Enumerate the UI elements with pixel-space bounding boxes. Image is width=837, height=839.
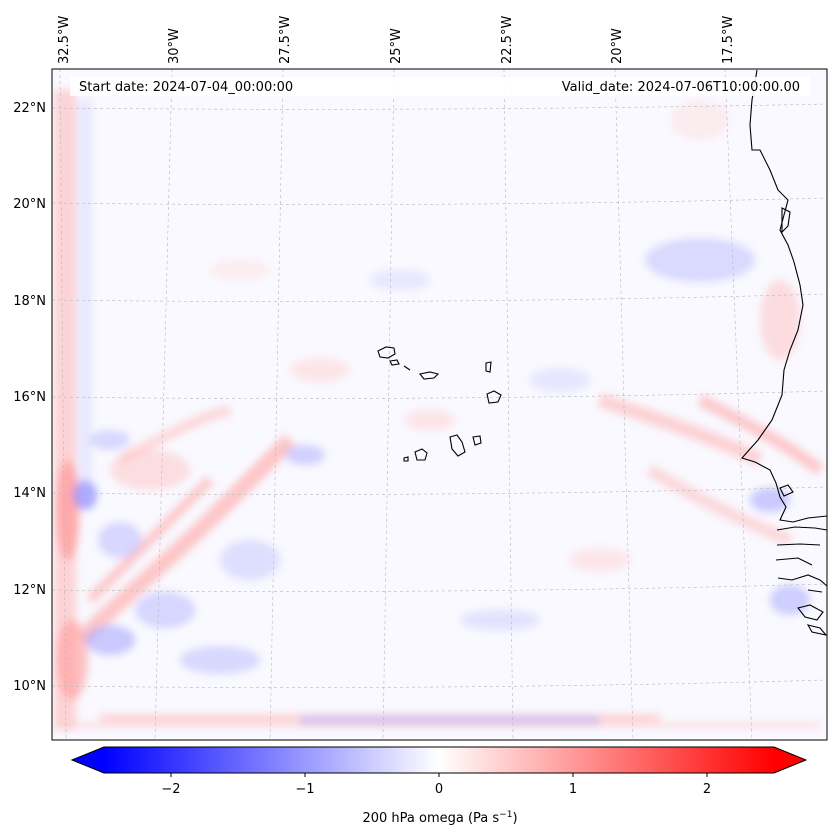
colorbar-tick-label: 0 bbox=[435, 782, 443, 797]
lat-label-18n: 18°N bbox=[13, 294, 46, 309]
lat-label-12n: 12°N bbox=[13, 583, 46, 598]
lat-label-16n: 16°N bbox=[13, 390, 46, 405]
gridlines bbox=[52, 69, 827, 740]
colorbar-tick-label: 2 bbox=[703, 782, 711, 797]
lat-label-14n: 14°N bbox=[13, 486, 46, 501]
colorbar-tick-label: 1 bbox=[569, 782, 577, 797]
island-fogo bbox=[414, 448, 428, 461]
african-coastline bbox=[741, 69, 828, 636]
island-sao-vicente bbox=[389, 359, 400, 366]
start-date-label: Start date: 2024-07-04_00:00:00 bbox=[79, 80, 293, 95]
lat-label-10n: 10°N bbox=[13, 679, 46, 694]
lon-label-22-5w: 22.5°W bbox=[500, 16, 515, 64]
lat-label-20n: 20°N bbox=[13, 197, 46, 212]
date-label-band bbox=[70, 77, 810, 96]
colorbar-outline bbox=[70, 746, 808, 774]
lon-label-20w: 20°W bbox=[610, 28, 625, 64]
island-boa-vista bbox=[486, 390, 502, 404]
lat-label-22n: 22°N bbox=[13, 101, 46, 116]
lon-label-25w: 25°W bbox=[389, 28, 404, 64]
island-santa-luzia bbox=[403, 365, 411, 371]
colorbar-body bbox=[104, 747, 774, 773]
island-brava bbox=[403, 456, 409, 462]
map-panel: Start date: 2024-07-04_00:00:00 Valid_da… bbox=[51, 68, 828, 741]
lon-label-27-5w: 27.5°W bbox=[278, 16, 293, 64]
island-sal bbox=[485, 361, 492, 373]
map-frame bbox=[51, 68, 828, 741]
omega-field bbox=[54, 90, 824, 730]
colorbar-tick-label: −1 bbox=[295, 782, 314, 797]
lon-label-30w: 30°W bbox=[167, 28, 182, 64]
island-santo-antao bbox=[377, 346, 396, 359]
lon-label-17-5w: 17.5°W bbox=[721, 16, 736, 64]
island-santiago bbox=[449, 434, 466, 457]
valid-date-label: Valid_date: 2024-07-06T10:00:00.00 bbox=[562, 80, 800, 95]
island-sao-nicolau bbox=[419, 371, 440, 380]
colorbar-max-extend bbox=[774, 747, 806, 773]
colorbar-label: 200 hPa omega (Pa s−1) bbox=[362, 810, 517, 826]
colorbar-tick-label: −2 bbox=[161, 782, 180, 797]
colorbar-min-extend bbox=[72, 747, 104, 773]
colorbar-tick-marks bbox=[170, 773, 708, 777]
cape-verde-islands bbox=[377, 346, 502, 462]
lon-label-32-5w: 32.5°W bbox=[57, 16, 72, 64]
colorbar: −2 −1 0 1 2 200 hPa omega (Pa s−1) bbox=[70, 746, 808, 826]
longitude-labels: 32.5°W 30°W 27.5°W 25°W 22.5°W 20°W 17.5… bbox=[57, 16, 736, 64]
island-maio bbox=[472, 435, 482, 446]
latitude-labels: 22°N 20°N 18°N 16°N 14°N 12°N 10°N bbox=[13, 101, 46, 694]
